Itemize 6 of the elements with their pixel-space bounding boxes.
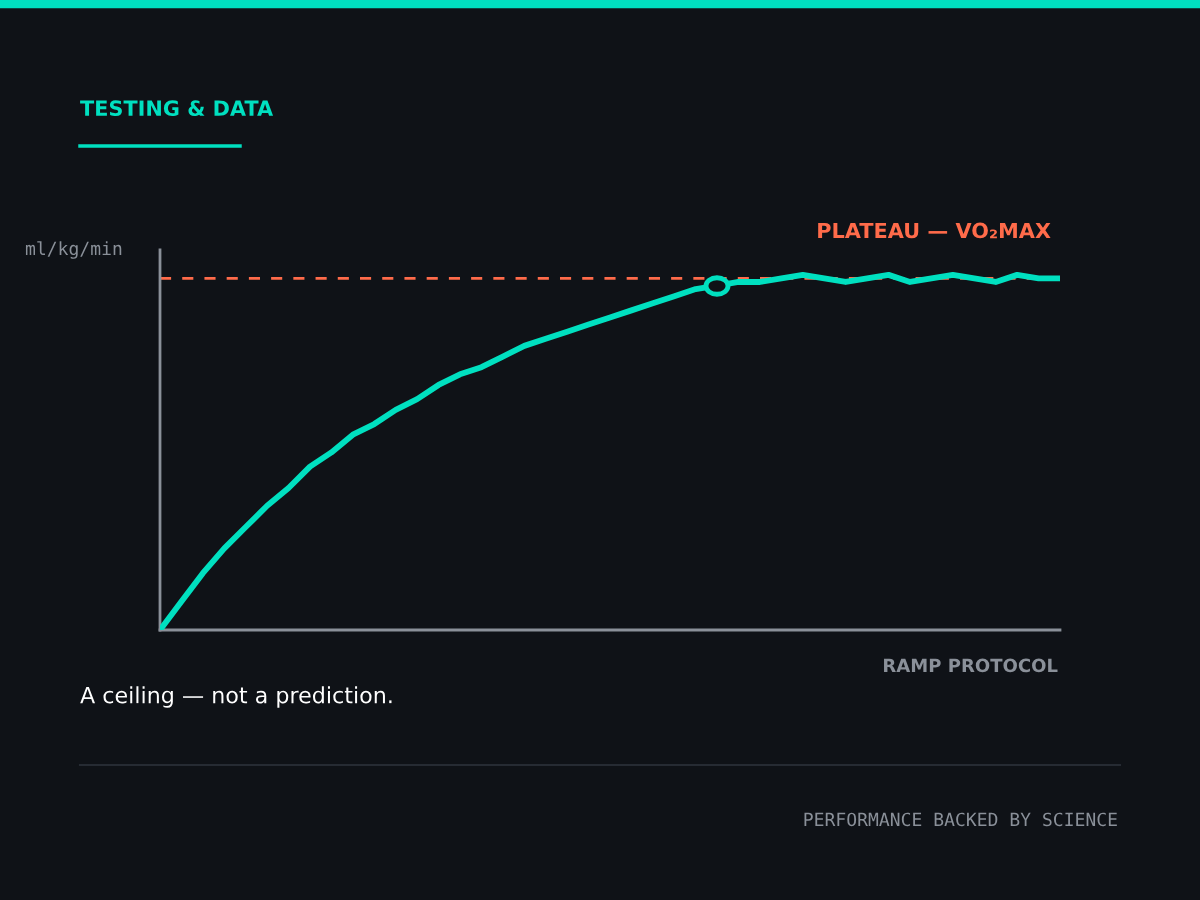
chart-title: TESTING & DATA <box>80 100 274 117</box>
text: PERFORMANCE BACKED BY SCIENCE <box>804 812 1117 827</box>
ref-line-label: PLATEAU — VO₂MAX <box>818 222 1051 239</box>
text: A ceiling — not a prediction. <box>80 686 392 708</box>
y-axis-title: ml/kg/min <box>25 241 122 259</box>
x-axis-title: RAMP PROTOCOL <box>884 658 1058 673</box>
